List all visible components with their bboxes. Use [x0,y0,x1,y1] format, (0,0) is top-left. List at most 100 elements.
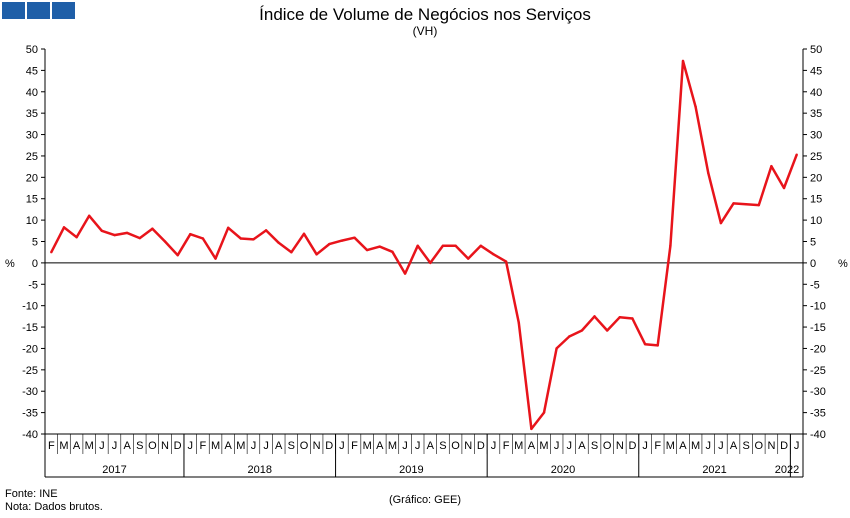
y-tick-label-right: -30 [810,386,826,398]
chart-credit: (Gráfico: GEE) [388,494,462,506]
year-label: 2017 [102,464,126,476]
month-label: N [767,440,775,452]
month-label: J [642,440,648,452]
month-label: J [706,440,712,452]
month-label: N [464,440,472,452]
data-note: Nota: Dados brutos. [5,501,103,513]
y-tick-label-left: -30 [22,386,38,398]
logo-block-1 [2,2,25,19]
year-label: 2020 [551,464,575,476]
data-point [694,105,697,108]
y-tick-label-right: 40 [810,87,822,99]
month-label: J [567,440,573,452]
data-point [580,329,584,332]
month-label: M [85,440,94,452]
y-tick-label-right: 30 [810,130,822,142]
month-label: F [200,440,207,452]
data-point [365,248,369,252]
y-tick-label-right: 15 [810,194,822,206]
data-point [302,232,306,235]
data-point [252,238,255,241]
y-tick-label-left: -15 [22,322,38,334]
month-label: A [730,440,738,452]
month-label: M [363,440,372,452]
data-point [391,250,394,253]
data-point [707,171,710,175]
data-point [643,342,647,346]
y-unit-label-right: % [838,258,848,270]
data-point [681,59,685,63]
data-point [50,250,53,254]
month-label: A [528,440,536,452]
y-tick-label-left: 35 [26,108,38,120]
y-tick-label-left: 0 [32,258,38,270]
month-label: A [427,440,435,452]
month-label: F [654,440,661,452]
data-point [189,233,192,236]
data-point [429,261,432,265]
data-point [517,321,520,324]
month-label: A [123,440,131,452]
data-point [492,253,495,256]
data-point [290,250,293,254]
data-point [656,344,659,347]
year-label: 2018 [248,464,272,476]
data-point [757,203,760,207]
year-label: 2022 [775,464,799,476]
data-point [770,165,773,168]
y-tick-label-left: 20 [26,172,38,184]
data-point [782,186,786,190]
month-label: O [755,440,764,452]
y-tick-label-right: -40 [810,429,826,441]
y-tick-label-right: 50 [810,44,822,56]
y-tick-label-right: -15 [810,322,826,334]
month-label: M [666,440,675,452]
y-tick-label-right: -10 [810,301,826,313]
y-tick-label-left: -40 [22,429,38,441]
data-point [328,242,331,246]
y-tick-label-left: 40 [26,87,38,99]
y-tick-label-left: -20 [22,343,38,355]
month-label: A [225,440,233,452]
y-tick-label-right: -5 [810,279,820,291]
data-point [75,236,78,239]
y-tick-label-left: 5 [32,237,38,249]
month-label: N [161,440,169,452]
y-tick-label-right: 45 [810,65,822,77]
y-tick-label-left: 15 [26,194,38,206]
y-tick-label-right: 35 [810,108,822,120]
month-label: D [780,440,788,452]
month-label: M [211,440,220,452]
month-label: S [742,440,749,452]
y-tick-label-right: 0 [810,258,816,270]
data-point [605,329,609,332]
series-line [50,59,798,431]
data-point [416,244,419,247]
month-label: S [136,440,143,452]
y-tick-label-right: 5 [810,237,816,249]
source-note: Fonte: INE [5,488,58,500]
month-label: D [628,440,636,452]
logo-block-2 [27,2,50,19]
data-point [138,236,141,240]
data-point [669,244,672,247]
data-point [732,202,735,205]
data-point [618,316,622,319]
data-point [593,315,596,318]
data-point [88,214,91,218]
month-label: J [263,440,269,452]
month-label: M [388,440,397,452]
y-tick-label-left: 45 [26,65,38,77]
data-point [719,221,723,225]
data-point [201,237,205,240]
month-label: A [73,440,81,452]
month-label: A [679,440,687,452]
y-unit-label-left: % [5,258,15,270]
month-label: S [288,440,295,452]
data-point [100,229,104,233]
data-point [151,227,154,230]
data-point [568,335,571,338]
month-label: F [48,440,55,452]
data-point [214,257,217,260]
